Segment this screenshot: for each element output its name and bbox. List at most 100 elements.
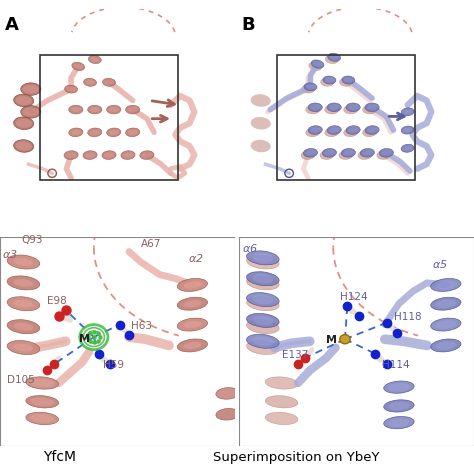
Ellipse shape	[384, 400, 414, 412]
Text: A: A	[5, 16, 18, 34]
Ellipse shape	[308, 103, 322, 112]
Ellipse shape	[246, 251, 279, 265]
Ellipse shape	[309, 62, 321, 71]
Ellipse shape	[246, 297, 279, 311]
Ellipse shape	[64, 151, 78, 159]
Ellipse shape	[128, 130, 137, 135]
Ellipse shape	[251, 94, 271, 107]
Ellipse shape	[328, 53, 341, 61]
Text: E137: E137	[282, 350, 308, 360]
Ellipse shape	[123, 153, 133, 158]
Circle shape	[340, 335, 350, 344]
Ellipse shape	[388, 419, 410, 427]
Ellipse shape	[435, 320, 456, 329]
Ellipse shape	[30, 398, 54, 406]
Text: H118: H118	[394, 312, 422, 322]
Ellipse shape	[379, 148, 393, 157]
Ellipse shape	[265, 377, 298, 389]
Ellipse shape	[435, 300, 456, 308]
Ellipse shape	[320, 151, 334, 159]
Ellipse shape	[313, 62, 322, 67]
Ellipse shape	[339, 78, 353, 86]
Ellipse shape	[325, 78, 334, 82]
Ellipse shape	[382, 150, 391, 155]
Ellipse shape	[16, 141, 32, 151]
Ellipse shape	[327, 126, 341, 135]
Text: D105: D105	[7, 375, 35, 385]
Ellipse shape	[23, 84, 39, 94]
Ellipse shape	[14, 117, 34, 129]
Ellipse shape	[363, 105, 377, 114]
Ellipse shape	[329, 55, 339, 60]
Ellipse shape	[246, 276, 279, 290]
Ellipse shape	[14, 279, 33, 287]
Ellipse shape	[431, 279, 461, 292]
Text: M: M	[326, 336, 337, 346]
Text: H59: H59	[103, 360, 124, 370]
Ellipse shape	[401, 108, 414, 116]
Ellipse shape	[177, 279, 208, 292]
Ellipse shape	[401, 144, 414, 152]
Ellipse shape	[140, 151, 154, 159]
Ellipse shape	[325, 128, 339, 137]
Ellipse shape	[23, 107, 39, 117]
Text: E98: E98	[47, 296, 67, 306]
Text: $\alpha$3: $\alpha$3	[2, 248, 18, 260]
Ellipse shape	[88, 128, 102, 137]
Ellipse shape	[363, 128, 377, 137]
Ellipse shape	[251, 140, 271, 152]
Ellipse shape	[83, 151, 97, 159]
Ellipse shape	[252, 274, 273, 283]
Ellipse shape	[246, 340, 279, 355]
Ellipse shape	[69, 128, 83, 137]
Ellipse shape	[346, 126, 360, 135]
Ellipse shape	[348, 105, 358, 110]
Ellipse shape	[306, 150, 315, 155]
Text: Superimposition on YbeY: Superimposition on YbeY	[213, 451, 380, 464]
Ellipse shape	[246, 272, 279, 286]
Ellipse shape	[325, 150, 334, 155]
Ellipse shape	[431, 297, 461, 310]
Ellipse shape	[329, 128, 339, 133]
Ellipse shape	[216, 409, 239, 420]
Ellipse shape	[246, 334, 279, 348]
Text: H63: H63	[131, 321, 153, 331]
Ellipse shape	[301, 151, 315, 159]
Ellipse shape	[66, 153, 76, 158]
Ellipse shape	[403, 109, 412, 114]
Ellipse shape	[85, 80, 95, 85]
Ellipse shape	[74, 64, 82, 69]
Text: H124: H124	[340, 292, 368, 301]
Ellipse shape	[329, 105, 339, 110]
Ellipse shape	[252, 316, 273, 325]
Ellipse shape	[306, 84, 315, 89]
Ellipse shape	[365, 126, 379, 135]
Ellipse shape	[177, 297, 208, 310]
Ellipse shape	[14, 300, 33, 308]
Ellipse shape	[14, 94, 34, 107]
Ellipse shape	[183, 282, 201, 289]
Text: M: M	[79, 334, 90, 344]
Text: Q93: Q93	[21, 235, 43, 245]
Ellipse shape	[26, 396, 59, 408]
Ellipse shape	[435, 281, 456, 289]
Ellipse shape	[109, 107, 118, 112]
Ellipse shape	[367, 105, 377, 110]
Ellipse shape	[323, 76, 336, 84]
Text: $\alpha$2: $\alpha$2	[188, 252, 203, 264]
Ellipse shape	[183, 300, 201, 307]
Bar	[277, 55, 415, 180]
Ellipse shape	[344, 150, 353, 155]
Ellipse shape	[344, 78, 353, 82]
Ellipse shape	[177, 339, 208, 352]
Ellipse shape	[7, 319, 40, 334]
Ellipse shape	[7, 255, 40, 269]
Ellipse shape	[71, 130, 81, 135]
Ellipse shape	[71, 107, 81, 112]
Ellipse shape	[102, 151, 116, 159]
Ellipse shape	[384, 417, 414, 429]
Text: $\alpha$5: $\alpha$5	[432, 258, 447, 270]
Ellipse shape	[26, 377, 59, 389]
Ellipse shape	[90, 107, 100, 112]
Ellipse shape	[435, 341, 456, 350]
